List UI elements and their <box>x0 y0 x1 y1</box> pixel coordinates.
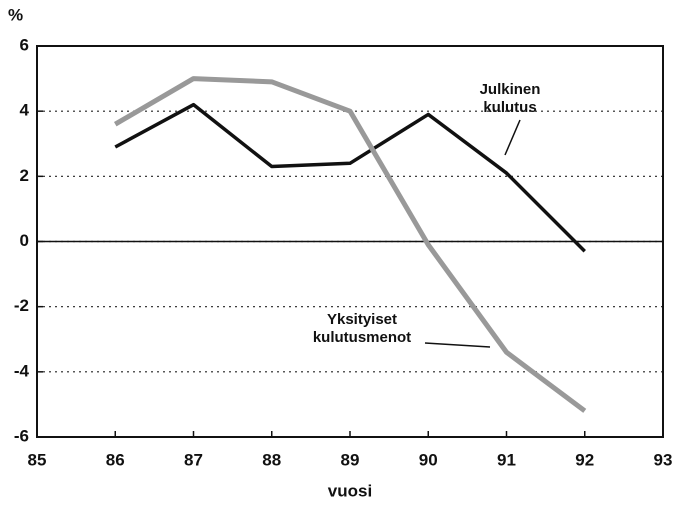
y-tick-label: 6 <box>20 35 29 54</box>
leader-line <box>424 342 491 348</box>
y-axis-label: % <box>8 5 23 24</box>
series-label: Julkinen kulutus <box>480 81 541 116</box>
series-line <box>114 102 586 253</box>
x-tick-label: 87 <box>184 450 203 469</box>
plot-frame <box>36 45 664 438</box>
x-tick-label: 90 <box>419 450 438 469</box>
series-line <box>113 76 587 413</box>
y-tick-label: 0 <box>20 231 29 250</box>
y-tick-label: 4 <box>20 101 30 120</box>
leader-line <box>504 119 521 156</box>
x-tick-label: 93 <box>654 450 673 469</box>
x-tick-label: 91 <box>497 450 516 469</box>
y-tick-label: -6 <box>14 426 29 445</box>
x-tick-label: 92 <box>575 450 594 469</box>
y-tick-label: 2 <box>20 166 29 185</box>
y-tick-label: -4 <box>14 361 30 380</box>
series-label: Yksityiset kulutusmenot <box>313 311 411 346</box>
x-tick-label: 86 <box>106 450 125 469</box>
x-tick-label: 88 <box>262 450 281 469</box>
x-tick-label: 89 <box>341 450 360 469</box>
y-tick-label: -2 <box>14 296 29 315</box>
x-axis-label: vuosi <box>328 481 372 500</box>
x-tick-label: 85 <box>28 450 47 469</box>
